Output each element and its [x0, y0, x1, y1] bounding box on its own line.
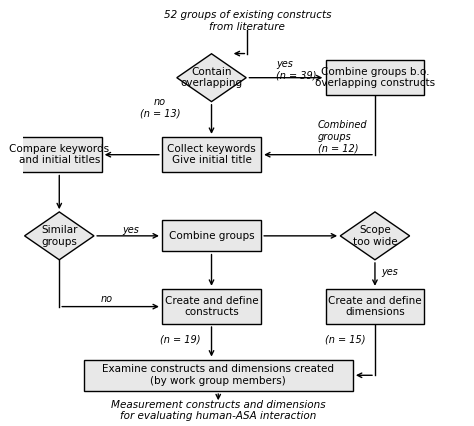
Text: Combined
groups
(n = 12): Combined groups (n = 12) [318, 120, 368, 153]
FancyBboxPatch shape [17, 137, 102, 173]
Text: yes: yes [381, 268, 398, 277]
Text: yes
(n = 39): yes (n = 39) [276, 58, 317, 80]
Text: Examine constructs and dimensions created
(by work group members): Examine constructs and dimensions create… [102, 365, 334, 386]
FancyBboxPatch shape [326, 289, 424, 324]
FancyBboxPatch shape [84, 360, 353, 391]
Polygon shape [340, 212, 410, 260]
Text: Collect keywords
Give initial title: Collect keywords Give initial title [167, 144, 256, 165]
Text: (n = 15): (n = 15) [325, 334, 365, 344]
Text: Combine groups b.o.
overlapping constructs: Combine groups b.o. overlapping construc… [315, 67, 435, 89]
FancyBboxPatch shape [162, 289, 261, 324]
Text: no: no [100, 294, 112, 304]
Polygon shape [25, 212, 94, 260]
Text: 52 groups of existing constructs
from literature: 52 groups of existing constructs from li… [164, 10, 331, 32]
Text: Contain
overlapping: Contain overlapping [181, 67, 243, 89]
Text: Combine groups: Combine groups [169, 231, 255, 241]
Text: Scope
too wide: Scope too wide [353, 225, 397, 247]
Text: no
(n = 13): no (n = 13) [140, 97, 180, 118]
Text: Measurement constructs and dimensions
for evaluating human-ASA interaction: Measurement constructs and dimensions fo… [111, 400, 326, 421]
Text: Create and define
dimensions: Create and define dimensions [328, 296, 422, 317]
Text: Compare keywords
and initial titles: Compare keywords and initial titles [9, 144, 109, 165]
FancyBboxPatch shape [162, 220, 261, 251]
Text: yes: yes [122, 225, 139, 235]
Polygon shape [177, 54, 246, 102]
FancyBboxPatch shape [162, 137, 261, 173]
Text: Create and define
constructs: Create and define constructs [164, 296, 258, 317]
Text: Similar
groups: Similar groups [41, 225, 78, 247]
Text: (n = 19): (n = 19) [160, 334, 201, 344]
FancyBboxPatch shape [326, 60, 424, 95]
